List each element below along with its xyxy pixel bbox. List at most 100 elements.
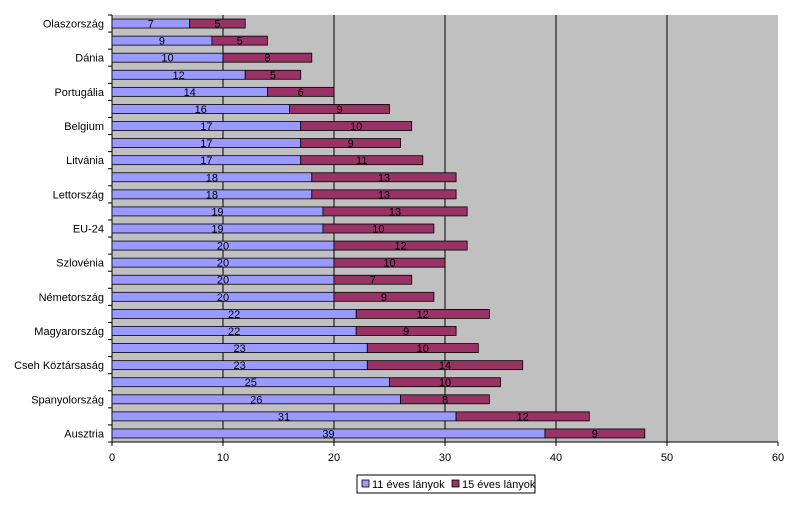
x-tick-label: 10: [217, 452, 229, 464]
x-tick-label: 50: [661, 452, 673, 464]
data-label: 12: [417, 309, 429, 321]
bar-15yo: [389, 377, 501, 388]
bar-15yo: [300, 155, 424, 166]
data-label: 10: [383, 258, 395, 270]
x-tick-label: 0: [109, 452, 115, 464]
bar-15yo: [211, 35, 268, 46]
y-tick-label: Belgium: [64, 121, 104, 133]
y-tick-label: Portugália: [54, 87, 104, 99]
data-label: 9: [592, 428, 598, 440]
legend-label: 15 éves lányok: [462, 479, 536, 491]
data-label: 20: [217, 292, 229, 304]
data-label: 7: [148, 19, 154, 31]
bar-15yo: [289, 104, 390, 114]
data-label: 9: [403, 326, 409, 338]
data-label: 9: [348, 138, 354, 150]
data-label: 18: [206, 172, 218, 184]
bar-15yo: [189, 18, 246, 29]
bar-15yo: [333, 291, 435, 302]
data-label: 31: [278, 411, 290, 423]
y-tick-label: EU-24: [73, 224, 104, 236]
y-tick-label: Németország: [39, 292, 104, 304]
data-label: 23: [234, 343, 246, 355]
x-tick-label: 40: [550, 452, 562, 464]
data-label: 17: [200, 121, 212, 133]
data-label: 10: [350, 121, 362, 133]
bar-15yo: [311, 172, 457, 183]
data-label: 13: [378, 172, 390, 184]
data-label: 9: [159, 36, 165, 48]
data-label: 6: [298, 87, 304, 99]
bar-15yo: [322, 206, 468, 217]
data-label: 20: [217, 258, 229, 270]
legend-label: 11 éves lányok: [372, 479, 445, 491]
data-label: 17: [200, 138, 212, 150]
y-tick-label: Cseh Köztársaság: [14, 360, 104, 372]
y-tick-label: Olaszország: [43, 19, 104, 31]
data-label: 13: [389, 206, 401, 218]
bar-15yo: [322, 223, 435, 234]
data-label: 9: [381, 292, 387, 304]
data-label: 8: [264, 53, 270, 65]
bar-15yo: [266, 86, 335, 97]
data-label: 16: [195, 104, 207, 116]
data-label: 11: [356, 155, 367, 167]
bar-15yo: [366, 360, 524, 371]
bar-15yo: [333, 240, 468, 251]
bar-15yo: [400, 394, 490, 405]
x-tick-label: 60: [772, 452, 784, 464]
bar-15yo: [311, 189, 457, 200]
bar-15yo: [544, 428, 646, 439]
legend-swatch: [451, 479, 460, 488]
data-label: 17: [200, 155, 212, 167]
x-tick-label: 20: [328, 452, 340, 464]
data-label: 7: [370, 275, 376, 287]
data-label: 22: [228, 326, 240, 338]
data-label: 25: [245, 377, 257, 389]
legend: [356, 474, 536, 494]
y-tick-label: Szlovénia: [56, 258, 105, 270]
data-label: 26: [250, 394, 262, 406]
bar-15yo: [333, 274, 413, 285]
data-label: 19: [211, 224, 223, 236]
data-label: 18: [206, 189, 218, 201]
y-tick-label: Spanyolország: [31, 394, 104, 406]
y-tick-label: Magyarország: [34, 326, 104, 338]
bar-15yo: [300, 138, 402, 149]
y-tick-label: Lettország: [53, 189, 104, 201]
data-label: 23: [234, 360, 246, 372]
data-label: 14: [184, 87, 196, 99]
bar-15yo: [300, 121, 413, 131]
data-label: 12: [172, 70, 184, 82]
legend-swatch: [361, 479, 370, 488]
x-tick-label: 30: [439, 452, 451, 464]
data-label: 10: [439, 377, 451, 389]
data-label: 10: [417, 343, 429, 355]
y-tick-label: Dánia: [75, 53, 105, 65]
data-label: 10: [372, 224, 384, 236]
bar-15yo: [355, 326, 457, 336]
y-tick-label: Ausztria: [64, 428, 105, 440]
bar-15yo: [355, 308, 490, 319]
data-label: 10: [161, 53, 173, 65]
bar-15yo: [222, 52, 313, 63]
data-label: 12: [517, 411, 529, 423]
data-label: 14: [439, 360, 451, 372]
data-label: 20: [217, 275, 229, 287]
data-label: 19: [211, 206, 223, 218]
data-label: 20: [217, 241, 229, 253]
bar-15yo: [333, 257, 446, 268]
data-label: 39: [322, 428, 334, 440]
data-label: 13: [378, 189, 390, 201]
bar-15yo: [366, 343, 479, 353]
data-label: 12: [394, 241, 406, 253]
y-tick-label: Litvánia: [66, 155, 105, 167]
data-label: 5: [237, 36, 243, 48]
data-label: 9: [336, 104, 342, 116]
data-label: 5: [214, 19, 220, 31]
data-label: 8: [442, 394, 448, 406]
bar-15yo: [455, 411, 590, 422]
bar-15yo: [244, 69, 302, 80]
data-label: 5: [270, 70, 276, 82]
